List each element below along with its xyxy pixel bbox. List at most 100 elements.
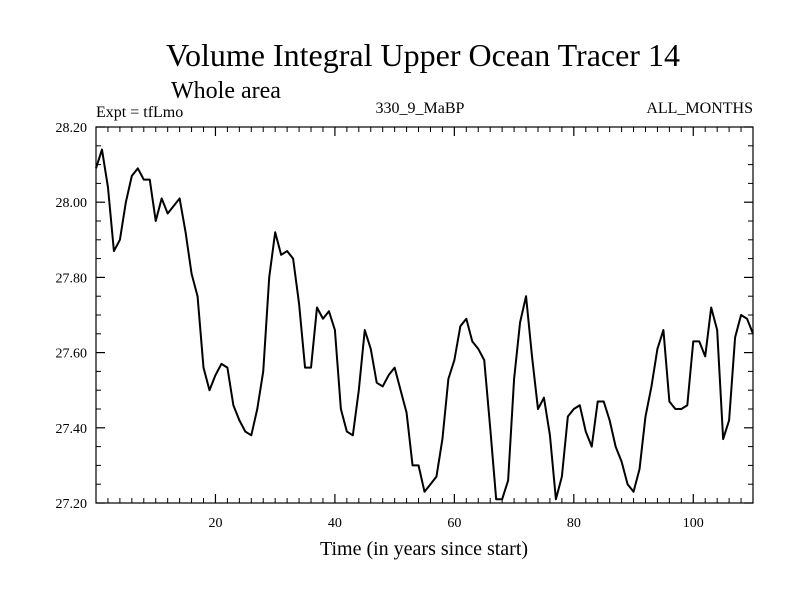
x-tick-label: 80	[567, 516, 581, 531]
data-point	[477, 348, 479, 350]
data-point	[155, 220, 157, 222]
data-point	[340, 408, 342, 410]
data-point	[376, 382, 378, 384]
data-point	[298, 303, 300, 305]
experiment-label: Expt = tfLmo	[96, 104, 183, 121]
data-point	[226, 367, 228, 369]
x-tick-label: 100	[683, 516, 704, 531]
data-point	[525, 295, 527, 297]
data-point	[292, 258, 294, 260]
data-point	[435, 476, 437, 478]
data-point	[752, 333, 754, 335]
y-axis: 27.20 27.40 27.60 27.80 28.00 28.20	[56, 121, 753, 512]
y-tick-label: 27.20	[56, 497, 88, 512]
y-tick-label: 28.00	[56, 196, 88, 211]
x-tick-label: 60	[447, 516, 461, 531]
data-point	[698, 340, 700, 342]
x-axis: 20 40 60 80 100	[107, 127, 742, 531]
data-point	[453, 359, 455, 361]
data-point	[692, 340, 694, 342]
data-point	[232, 404, 234, 406]
data-point	[424, 491, 426, 493]
data-point	[483, 359, 485, 361]
data-point	[656, 348, 658, 350]
data-point	[513, 378, 515, 380]
data-point	[609, 419, 611, 421]
data-point	[262, 370, 264, 372]
chart-subtitle: Whole area	[171, 78, 281, 104]
data-point	[537, 408, 539, 410]
data-point	[101, 149, 103, 151]
y-tick-label: 27.60	[56, 347, 88, 362]
data-point	[131, 175, 133, 177]
x-tick-label: 40	[328, 516, 342, 531]
data-point	[710, 306, 712, 308]
months-label: ALL_MONTHS	[646, 100, 753, 117]
data-point	[358, 389, 360, 391]
data-point	[191, 273, 193, 275]
period-label: 330_9_MaBP	[376, 100, 465, 117]
data-point	[459, 325, 461, 327]
data-point	[244, 431, 246, 433]
series-line	[95, 148, 754, 501]
data-point	[585, 431, 587, 433]
data-point	[561, 476, 563, 478]
x-axis-title: Time (in years since start)	[320, 538, 528, 560]
data-point	[507, 479, 509, 481]
data-point	[149, 179, 151, 181]
data-point	[412, 464, 414, 466]
x-tick-label: 20	[208, 516, 222, 531]
data-point	[388, 374, 390, 376]
data-point	[161, 197, 163, 199]
data-point	[465, 318, 467, 320]
data-point	[746, 318, 748, 320]
data-point	[250, 434, 252, 436]
plot-frame	[95, 126, 754, 504]
data-point	[686, 404, 688, 406]
data-point	[674, 408, 676, 410]
data-point	[615, 446, 617, 448]
data-point	[555, 498, 557, 500]
data-point	[603, 400, 605, 402]
data-point	[220, 363, 222, 365]
data-point	[680, 408, 682, 410]
data-point	[310, 367, 312, 369]
data-point	[137, 167, 139, 169]
data-point	[394, 367, 396, 369]
data-point	[256, 408, 258, 410]
chart-title: Volume Integral Upper Ocean Tracer 14	[166, 37, 680, 73]
data-point	[364, 329, 366, 331]
data-point	[95, 167, 97, 169]
data-point	[728, 419, 730, 421]
data-point	[662, 329, 664, 331]
data-point	[119, 239, 121, 241]
data-point	[179, 197, 181, 199]
data-point	[471, 340, 473, 342]
data-point	[543, 397, 545, 399]
data-point	[334, 329, 336, 331]
data-point	[382, 385, 384, 387]
data-point	[203, 367, 205, 369]
data-point	[633, 491, 635, 493]
data-point	[406, 412, 408, 414]
data-point	[346, 431, 348, 433]
data-point	[567, 416, 569, 418]
data-point	[143, 179, 145, 181]
data-point	[400, 389, 402, 391]
data-point	[597, 400, 599, 402]
data-point	[322, 318, 324, 320]
data-point	[716, 329, 718, 331]
data-point	[591, 446, 593, 448]
data-point	[573, 408, 575, 410]
data-point	[722, 438, 724, 440]
data-point	[197, 295, 199, 297]
data-point	[185, 231, 187, 233]
data-point	[370, 348, 372, 350]
data-point	[447, 378, 449, 380]
data-point	[352, 434, 354, 436]
data-point	[214, 374, 216, 376]
data-point	[125, 201, 127, 203]
data-point	[429, 483, 431, 485]
data-point	[644, 416, 646, 418]
